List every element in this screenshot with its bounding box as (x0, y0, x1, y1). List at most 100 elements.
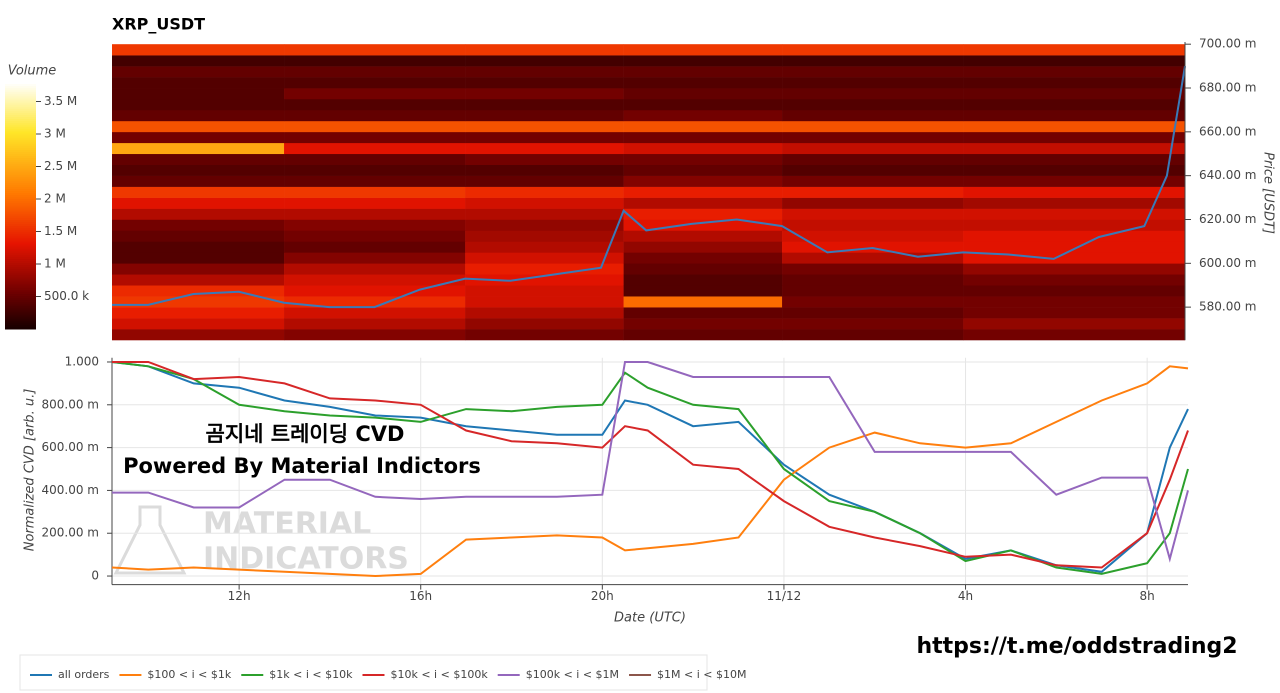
colorbar-swatch (5, 205, 36, 209)
colorbar-swatch (5, 193, 36, 196)
colorbar-swatch (5, 119, 36, 122)
heatmap-cell (465, 153, 624, 166)
colorbar-swatch (5, 271, 36, 274)
colorbar-swatch (5, 230, 36, 233)
colorbar-swatch (5, 172, 36, 176)
colorbar-swatch (5, 139, 36, 143)
colorbar-swatch (5, 110, 36, 114)
heatmap-cell (465, 164, 624, 176)
legend-label: $100 < i < $1k (147, 668, 231, 681)
colorbar-swatch (5, 106, 36, 110)
colorbar-swatch (5, 154, 36, 157)
colorbar-swatch (5, 242, 36, 246)
colorbar-swatch (5, 322, 36, 326)
heatmap-cell (623, 164, 783, 176)
colorbar-swatch (5, 168, 36, 172)
heatmap-cell (112, 219, 285, 231)
heatmap-cell (963, 88, 1186, 100)
heatmap-cell (284, 142, 466, 155)
heatmap-cell (623, 55, 783, 67)
colorbar-tick-label: 2 M (44, 192, 66, 206)
colorbar-swatch (5, 308, 36, 311)
heatmap-cell (284, 66, 466, 78)
colorbar-swatch (5, 302, 36, 305)
colorbar-swatch (5, 213, 36, 217)
heatmap-cell (782, 230, 964, 242)
heatmap-cell (963, 77, 1186, 89)
colorbar-swatch (5, 82, 36, 85)
heatmap-cell (963, 208, 1186, 220)
y-tick-label: 640.00 m (1199, 168, 1257, 182)
heatmap-cell (284, 55, 466, 67)
heatmap-cell (112, 252, 285, 264)
colorbar-swatch (5, 203, 36, 206)
heatmap-cell (782, 208, 964, 220)
colorbar-swatch (5, 164, 36, 167)
colorbar-swatch (5, 209, 36, 213)
colorbar-swatch (5, 232, 36, 235)
colorbar-swatch (5, 189, 36, 192)
colorbar-swatch (5, 320, 36, 324)
y-tick-label: 680.00 m (1199, 81, 1257, 95)
colorbar-swatch (5, 100, 36, 104)
heatmap-cell (782, 175, 964, 187)
heatmap-cell (465, 109, 624, 122)
heatmap-cell (465, 186, 624, 198)
heatmap-cell (465, 219, 624, 231)
colorbar-swatch (5, 127, 36, 130)
heatmap-cell (623, 109, 783, 122)
colorbar-swatch (5, 224, 36, 227)
heatmap-cell (623, 208, 783, 220)
colorbar-tick-label: 1 M (44, 257, 66, 271)
legend-label: $1k < i < $10k (269, 668, 353, 681)
heatmap-cell (782, 164, 964, 176)
heatmap-cell (465, 263, 624, 275)
colorbar-swatch (5, 149, 36, 153)
y-tick-label: 600.00 m (42, 440, 100, 454)
heatmap-cell (112, 109, 285, 122)
colorbar-swatch (5, 151, 36, 155)
heatmap-cell (284, 88, 466, 100)
colorbar-swatch (5, 252, 36, 256)
heatmap-cell (623, 186, 783, 198)
heatmap-cell (465, 285, 624, 297)
colorbar-swatch (5, 318, 36, 322)
heatmap-cell (623, 175, 783, 187)
heatmap-cell (782, 296, 964, 308)
heatmap-cell (623, 98, 783, 111)
colorbar-swatch (5, 281, 36, 285)
heatmap-cell (623, 219, 783, 231)
heatmap-cell (284, 175, 466, 187)
colorbar-swatch (5, 182, 36, 186)
colorbar-swatch (5, 102, 36, 106)
heatmap-cell (623, 296, 783, 308)
heatmap-cell (623, 66, 783, 78)
logo-text: MATERIAL (203, 507, 371, 542)
x-tick-label: 4h (958, 589, 973, 603)
heatmap-cell (284, 285, 466, 297)
heatmap-cell (284, 318, 466, 330)
heatmap-cell (112, 77, 285, 89)
legend-label: all orders (58, 668, 110, 681)
heatmap-cell (112, 66, 285, 78)
heatmap-cell (782, 307, 964, 319)
heatmap-cell (112, 329, 285, 341)
heatmap-cell (284, 230, 466, 242)
heatmap-cell (963, 131, 1186, 144)
colorbar-tick-label: 3.5 M (44, 94, 77, 108)
heatmap-cell (284, 241, 466, 253)
heatmap-cell (112, 263, 285, 275)
y-tick-label: 620.00 m (1199, 212, 1257, 226)
colorbar-swatch (5, 254, 36, 258)
x-tick-label: 20h (591, 589, 614, 603)
colorbar-swatch (5, 234, 36, 237)
heatmap-cell (963, 98, 1186, 111)
heatmap-cell (782, 153, 964, 166)
y-tick-label: 700.00 m (1199, 37, 1257, 51)
heatmap-cell (112, 186, 285, 198)
colorbar-swatch (5, 123, 36, 126)
heatmap-cell (112, 208, 285, 220)
colorbar-swatch (5, 156, 36, 159)
heatmap-cell (112, 296, 285, 308)
heatmap-cell (963, 197, 1186, 209)
